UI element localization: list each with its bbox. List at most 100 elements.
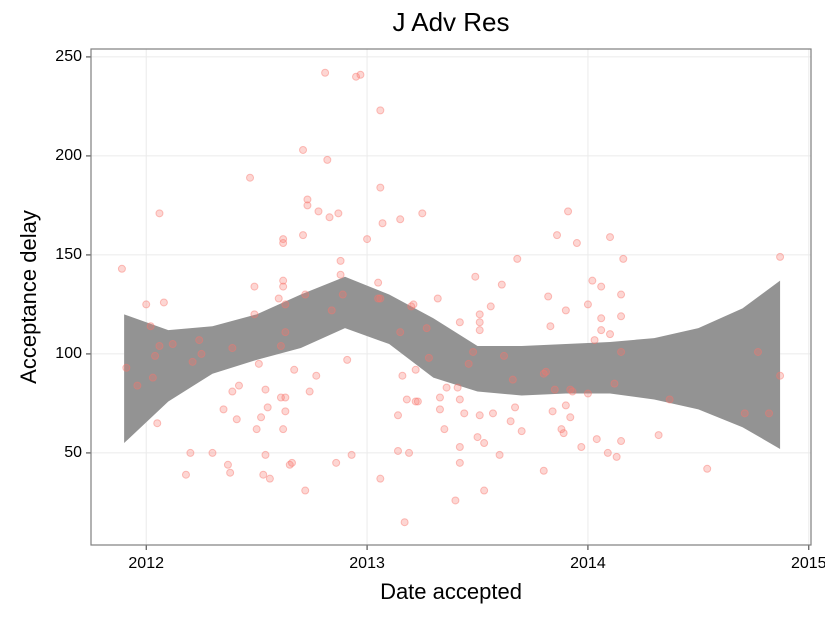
data-point bbox=[279, 235, 288, 244]
data-point bbox=[583, 300, 592, 309]
data-point bbox=[617, 437, 626, 446]
data-point bbox=[566, 385, 575, 394]
data-point bbox=[753, 347, 762, 356]
data-point bbox=[279, 425, 288, 434]
x-tick-label: 2015 bbox=[791, 555, 825, 572]
data-point bbox=[378, 219, 387, 228]
data-point bbox=[433, 294, 442, 303]
data-point bbox=[299, 231, 308, 240]
data-point bbox=[155, 209, 164, 218]
data-point bbox=[561, 306, 570, 315]
data-point bbox=[654, 431, 663, 440]
data-point bbox=[592, 435, 601, 444]
data-point bbox=[287, 458, 296, 467]
y-tick-label: 150 bbox=[55, 246, 82, 263]
data-point bbox=[665, 395, 674, 404]
data-point bbox=[475, 318, 484, 327]
data-point bbox=[486, 302, 495, 311]
confidence-band bbox=[124, 276, 781, 449]
data-point bbox=[548, 407, 557, 416]
data-point bbox=[376, 474, 385, 483]
data-point bbox=[290, 365, 299, 374]
data-point bbox=[363, 235, 372, 244]
data-point bbox=[597, 282, 606, 291]
data-point bbox=[424, 353, 433, 362]
data-point bbox=[281, 393, 290, 402]
data-point bbox=[312, 371, 321, 380]
data-point bbox=[186, 448, 195, 457]
data-point bbox=[303, 201, 312, 210]
data-point bbox=[347, 450, 356, 459]
data-point bbox=[279, 239, 288, 248]
data-point bbox=[374, 294, 383, 303]
data-point bbox=[422, 324, 431, 333]
data-point bbox=[327, 306, 336, 315]
data-point bbox=[398, 371, 407, 380]
data-point bbox=[566, 413, 575, 422]
y-tick-label: 50 bbox=[64, 444, 82, 461]
data-point bbox=[323, 155, 332, 164]
data-point bbox=[583, 389, 592, 398]
data-point bbox=[279, 276, 288, 285]
data-point bbox=[517, 427, 526, 436]
data-point bbox=[334, 209, 343, 218]
data-point bbox=[546, 322, 555, 331]
data-point bbox=[606, 330, 615, 339]
data-point bbox=[146, 322, 155, 331]
data-point bbox=[263, 403, 272, 412]
data-point bbox=[475, 326, 484, 335]
data-point bbox=[352, 72, 361, 81]
data-point bbox=[376, 106, 385, 115]
data-point bbox=[603, 448, 612, 457]
data-point bbox=[411, 397, 420, 406]
data-point bbox=[597, 326, 606, 335]
x-axis-label: Date accepted bbox=[380, 579, 522, 604]
data-point bbox=[219, 405, 228, 414]
data-point bbox=[475, 310, 484, 319]
y-tick-label: 100 bbox=[55, 345, 82, 362]
data-point bbox=[776, 252, 785, 261]
data-point bbox=[261, 450, 270, 459]
data-point bbox=[181, 470, 190, 479]
data-point bbox=[577, 442, 586, 451]
data-point bbox=[435, 393, 444, 402]
data-point bbox=[208, 448, 217, 457]
data-point bbox=[117, 264, 126, 273]
data-point bbox=[303, 195, 312, 204]
data-point bbox=[495, 450, 504, 459]
data-point bbox=[336, 256, 345, 265]
data-point bbox=[610, 379, 619, 388]
data-point bbox=[254, 359, 263, 368]
data-point bbox=[265, 474, 274, 483]
data-point bbox=[400, 518, 409, 527]
data-point bbox=[133, 381, 142, 390]
data-point bbox=[228, 387, 237, 396]
data-point bbox=[338, 290, 347, 299]
data-point bbox=[159, 298, 168, 307]
data-point bbox=[299, 145, 308, 154]
data-point bbox=[301, 290, 310, 299]
data-point bbox=[469, 347, 478, 356]
data-point bbox=[740, 409, 749, 418]
data-point bbox=[590, 336, 599, 345]
data-point bbox=[376, 183, 385, 192]
data-point bbox=[393, 446, 402, 455]
data-point bbox=[550, 385, 559, 394]
data-point bbox=[252, 425, 261, 434]
data-point bbox=[451, 496, 460, 505]
data-point bbox=[396, 328, 405, 337]
data-point bbox=[473, 433, 482, 442]
data-point bbox=[325, 213, 334, 222]
data-point bbox=[480, 439, 489, 448]
data-point bbox=[405, 448, 414, 457]
data-point bbox=[619, 254, 628, 263]
data-point bbox=[464, 359, 473, 368]
data-point bbox=[453, 383, 462, 392]
data-point bbox=[226, 468, 235, 477]
data-point bbox=[301, 486, 310, 495]
data-point bbox=[276, 342, 285, 351]
data-point bbox=[396, 215, 405, 224]
data-point bbox=[442, 383, 451, 392]
data-point bbox=[475, 411, 484, 420]
